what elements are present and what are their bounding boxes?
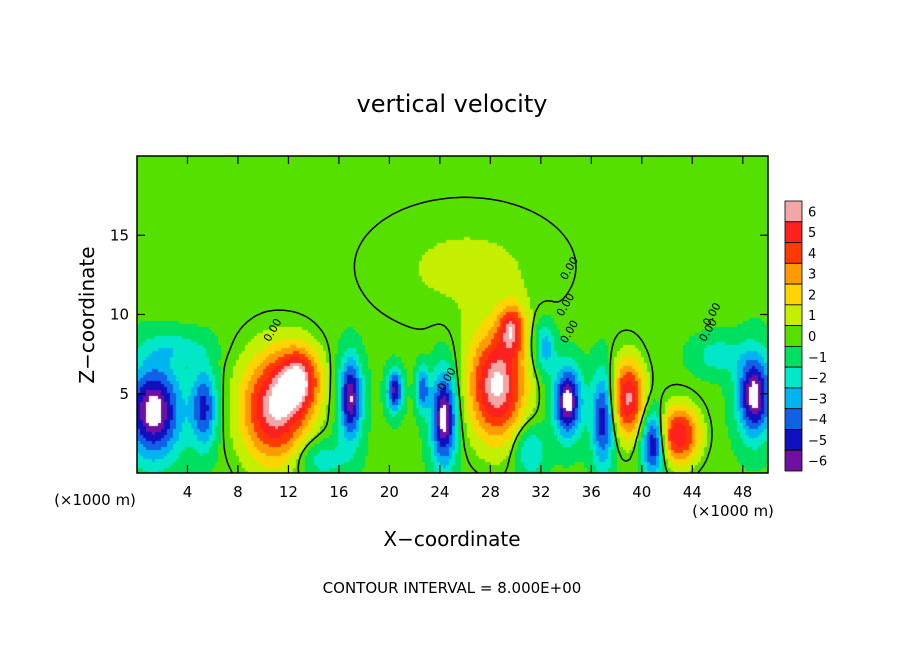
colorbar-label: 3 [808,268,816,283]
x-tick-label: 4 [183,483,193,501]
heatmap-field-wrapper [137,156,768,473]
colorbar-label: 1 [808,309,816,324]
x-tick-label: 28 [481,483,500,501]
x-tick-label: 20 [380,483,399,501]
colorbar-label: 4 [808,247,816,262]
x-tick-label: 16 [329,483,348,501]
colorbar-swatch [784,449,803,472]
colorbar: 6 5 4 3 2 1 0 −1 −2 −3 −4 −5 −6 [784,200,827,472]
colorbar-swatch [784,408,803,430]
x-tick-label: 48 [733,483,752,501]
colorbar-swatch [784,325,803,347]
x-unit-left: (×1000 m) [54,491,136,509]
colorbar-label: 5 [808,226,816,241]
colorbar-swatch [784,345,803,368]
colorbar-swatch [784,387,803,410]
heatmap-field [137,156,768,473]
contour-line [222,196,713,474]
colorbar-label: −2 [808,372,827,387]
x-tick-label: 40 [632,483,651,501]
colorbar-swatch [784,304,803,327]
y-ticks: 5 10 15 [110,226,768,403]
y-tick-label: 15 [110,226,129,244]
x-axis-label: X−coordinate [383,527,520,551]
colorbar-label: −3 [808,392,827,407]
colorbar-swatch [784,262,803,285]
x-tick-label: 32 [531,483,550,501]
contour-lines [222,196,713,474]
plot-area: 0.000.000.000.000.000.000.00 4 8 12 16 20 24 2… [110,155,769,501]
colorbar-swatch [784,242,803,264]
colorbar-label: −1 [808,351,827,366]
footer-contour-interval: CONTOUR INTERVAL = 8.000E+00 [323,579,582,597]
colorbar-label: 2 [808,288,816,303]
colorbar-label: −6 [808,455,827,470]
y-tick-label: 10 [110,306,129,324]
colorbar-label: −4 [808,413,827,428]
y-axis-label: Z−coordinate [75,246,99,383]
x-ticks: 4 8 12 16 20 24 28 32 36 40 44 48 [183,156,752,501]
y-tick-label: 5 [119,385,129,403]
colorbar-swatch [784,429,803,451]
x-unit-right: (×1000 m) [692,502,774,520]
x-tick-label: 36 [582,483,601,501]
colorbar-swatch [784,283,803,306]
x-tick-label: 12 [279,483,298,501]
colorbar-swatch [784,366,803,389]
colorbar-label: 6 [808,205,816,220]
x-tick-label: 8 [233,483,243,501]
colorbar-label: −5 [808,434,827,449]
chart-title: vertical velocity [357,90,548,118]
colorbar-swatch [784,200,803,223]
colorbar-swatch [784,221,803,243]
x-tick-label: 44 [683,483,702,501]
colorbar-label: 0 [808,330,816,345]
x-tick-label: 24 [430,483,449,501]
